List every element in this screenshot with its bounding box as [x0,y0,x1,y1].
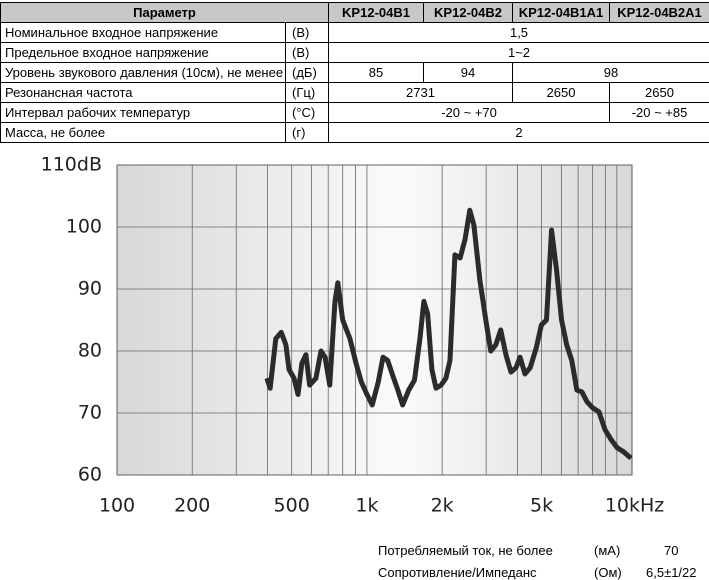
cell: -20 ~ +70 [328,102,611,123]
footer-value: 70 [664,543,679,558]
spec-table: Параметр KP12-04B1 KP12-04B2 KP12-04B1A1… [0,2,709,143]
y-tick-label: 60 [78,464,102,486]
x-tick-label: 200 [174,495,210,517]
header-cell: Параметр [0,2,330,23]
x-tick-label: 500 [274,495,310,517]
y-tick-label: 70 [78,402,102,424]
y-tick-label: 110dB [41,154,102,176]
row: Резонансная частота (Гц) 2731 2650 2650 [0,82,709,103]
header-cell: KP12-04B2 [423,2,514,23]
plot-area [116,164,633,476]
footer-value: 6,5±1/22 [646,565,697,580]
x-tick-label: 5k [530,495,553,517]
row: Предельное входное напряжение (В) 1~2 [0,42,709,63]
row: Номинальное входное напряжение (В) 1,5 [0,22,709,43]
x-tick-label: 1k [355,495,378,517]
unit: (Гц) [284,82,330,103]
unit: (В) [284,22,330,43]
header-cell: KP12-04B2A1 [609,2,709,23]
row: Интервал рабочих температур (°C) -20 ~ +70… [0,102,709,123]
cell: 85 [328,62,425,83]
row: Масса, не более (г) 2 [0,122,709,143]
y-tick-label: 90 [78,278,102,300]
x-tick-label: 2k [431,495,454,517]
x-tick-label: 100 [99,495,135,517]
y-tick-label: 80 [78,340,102,362]
unit: (В) [284,42,330,63]
x-tick-label: 10kHz [605,495,664,517]
footer-unit: (мА) [594,543,621,558]
param: Интервал рабочих температур [0,102,286,123]
data-line [264,207,633,461]
chart: 60 70 80 90 100 110dB 100 200 500 1k 2k 5k 10kHz [41,154,665,517]
y-tick-label: 100 [66,216,102,238]
param: Масса, не более [0,122,286,143]
unit: (дБ) [284,62,330,83]
unit: (г) [284,122,330,143]
header-row: Параметр KP12-04B1 KP12-04B2 KP12-04B1A1… [0,2,709,23]
footer-label: Сопротивление/Импеданс [378,565,537,580]
cell: 2650 [609,82,709,103]
header-cell: KP12-04B1 [328,2,425,23]
footer-label: Потребляемый ток, не более [378,543,553,558]
footer-unit: (Ом) [594,565,622,580]
